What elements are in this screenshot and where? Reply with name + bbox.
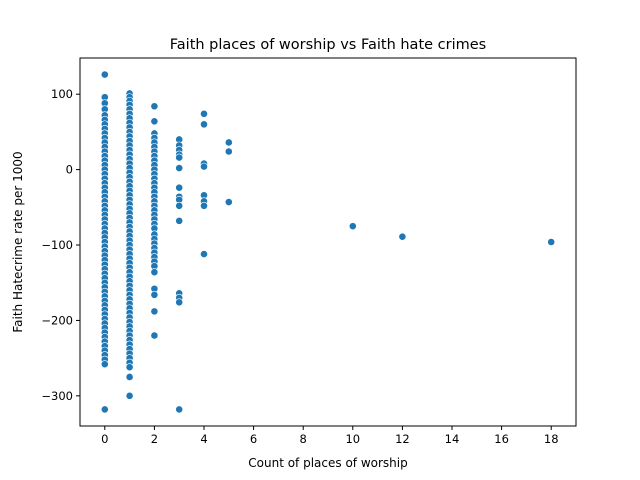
x-tick-label: 4 xyxy=(200,432,207,446)
data-point xyxy=(175,201,184,210)
y-tick-label: 0 xyxy=(66,163,73,177)
data-point xyxy=(547,238,556,246)
data-point xyxy=(150,331,159,340)
x-tick-label: 16 xyxy=(494,432,509,446)
x-tick-label: 0 xyxy=(101,432,108,446)
plot-area xyxy=(100,70,556,414)
x-tick-label: 8 xyxy=(300,432,307,446)
data-point xyxy=(100,360,109,369)
data-point xyxy=(175,183,184,192)
data-point xyxy=(100,70,109,79)
data-point xyxy=(125,391,134,400)
data-point xyxy=(100,405,109,414)
data-point xyxy=(125,373,134,381)
x-axis-label: Count of places of worship xyxy=(248,456,407,470)
data-point xyxy=(150,102,159,111)
y-tick-label: −200 xyxy=(41,313,73,327)
x-tick-label: 12 xyxy=(395,432,410,446)
data-point xyxy=(175,405,184,414)
data-point xyxy=(200,250,208,258)
y-tick-label: −100 xyxy=(41,238,73,252)
data-point xyxy=(200,201,208,210)
y-axis-label: Faith Hatecrime rate per 1000 xyxy=(11,151,25,332)
x-tick-label: 2 xyxy=(151,432,158,446)
data-point xyxy=(150,268,159,277)
data-point xyxy=(150,290,159,299)
data-point xyxy=(175,164,184,172)
data-point xyxy=(125,363,134,372)
y-tick-label: 100 xyxy=(51,87,73,101)
data-point xyxy=(200,120,208,129)
data-point xyxy=(224,198,233,206)
plot-frame xyxy=(79,57,577,427)
data-point xyxy=(200,109,208,118)
chart-title: Faith places of worship vs Faith hate cr… xyxy=(170,37,486,53)
data-point xyxy=(224,147,233,156)
data-point xyxy=(175,153,184,162)
data-point xyxy=(150,117,159,126)
data-point xyxy=(200,162,208,171)
data-point xyxy=(175,216,184,225)
data-point xyxy=(175,298,184,307)
y-tick-label: −300 xyxy=(41,389,73,403)
x-tick-label: 10 xyxy=(345,432,360,446)
axis-ticks: 0 2 4 6 8 10 12 14 16 18 −300 −200 −100 0 100 xyxy=(41,87,558,446)
data-point xyxy=(150,307,159,316)
data-point xyxy=(398,232,407,241)
x-tick-label: 14 xyxy=(445,432,460,446)
x-tick-label: 6 xyxy=(250,432,257,446)
data-point xyxy=(224,138,233,147)
data-point xyxy=(348,222,357,231)
x-tick-label: 18 xyxy=(544,432,559,446)
